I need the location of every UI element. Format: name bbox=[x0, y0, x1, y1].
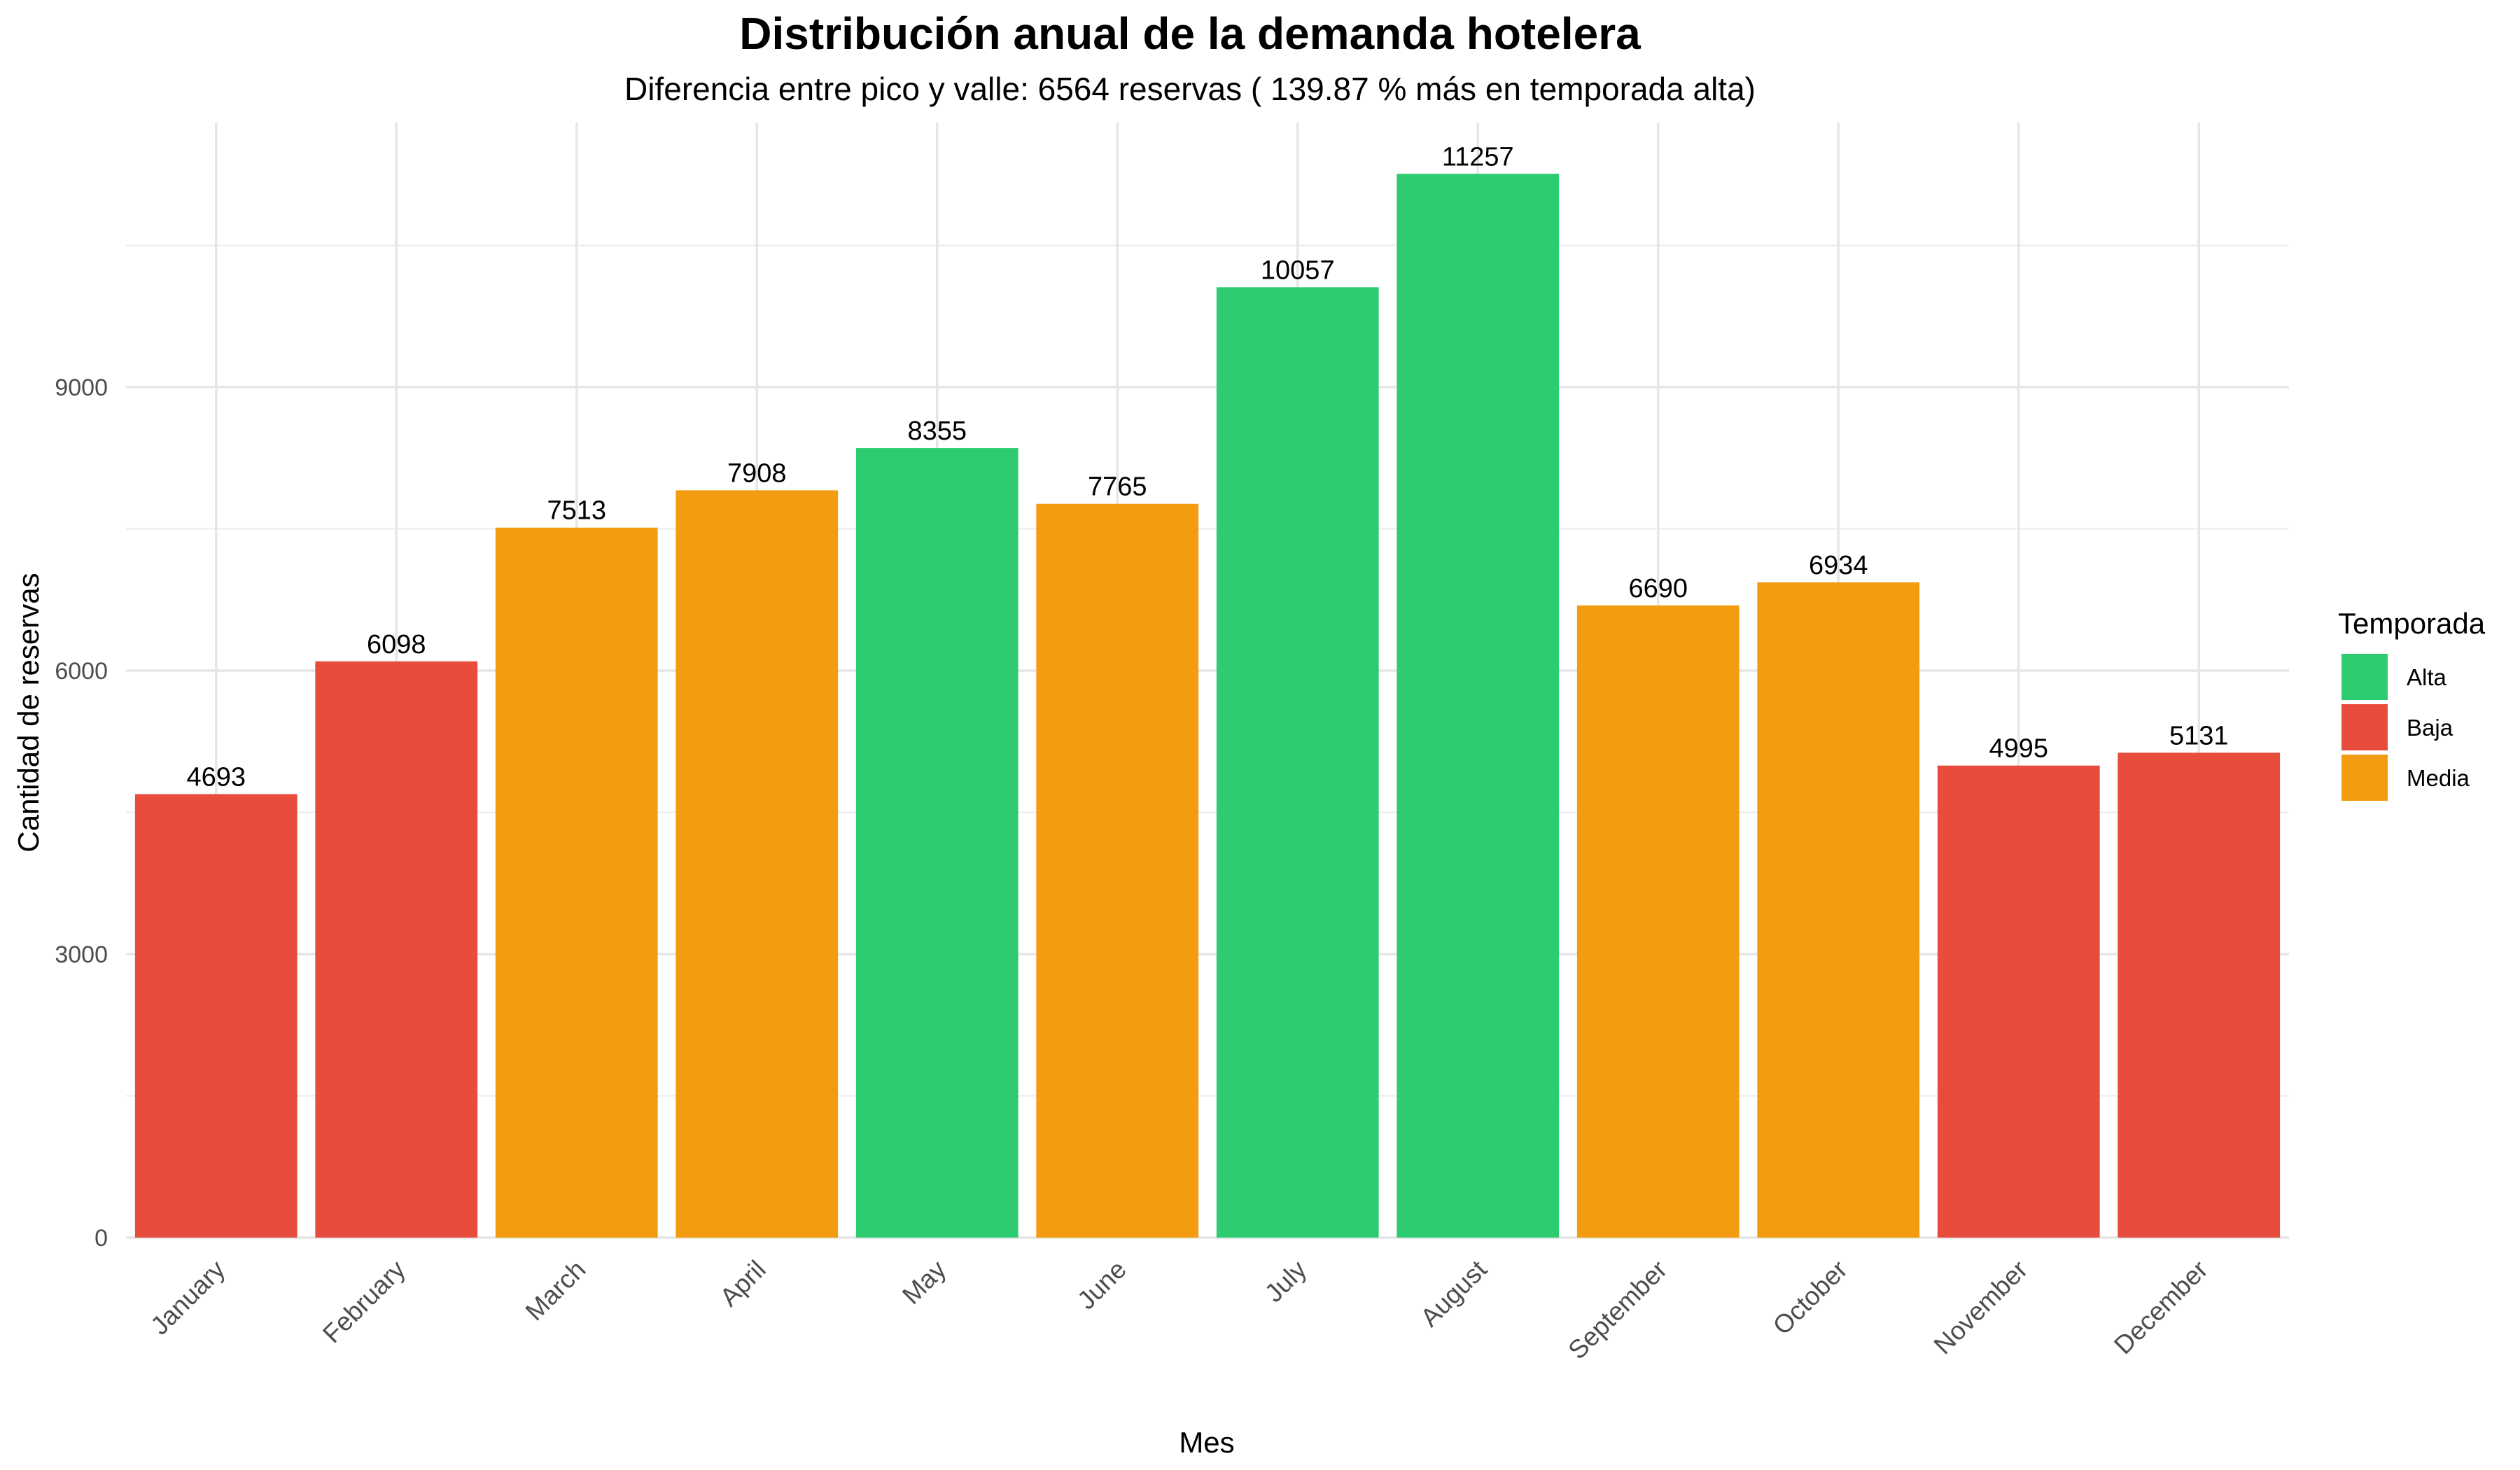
x-tick-label: April bbox=[715, 1255, 771, 1312]
legend-key-alta bbox=[2342, 654, 2388, 700]
bar-april bbox=[676, 490, 839, 1238]
legend: Temporada Alta Baja Media bbox=[2338, 607, 2486, 801]
x-tick-label: March bbox=[520, 1255, 592, 1326]
data-label: 11257 bbox=[1442, 142, 1514, 172]
bar-july bbox=[1216, 287, 1379, 1238]
x-tick-label: February bbox=[317, 1254, 411, 1348]
data-label: 8355 bbox=[907, 416, 967, 446]
bar-march bbox=[495, 527, 658, 1238]
bar-may bbox=[855, 448, 1018, 1238]
x-axis: January February March April May June July Augu… bbox=[145, 1254, 2213, 1364]
chart-subtitle: Diferencia entre pico y valle: 6564 rese… bbox=[624, 71, 1756, 107]
x-tick-label: October bbox=[1768, 1255, 1853, 1340]
bar-june bbox=[1036, 503, 1199, 1238]
bar-september bbox=[1576, 605, 1740, 1238]
y-axis-title: Cantidad de reservas bbox=[12, 573, 45, 852]
x-tick-label: July bbox=[1259, 1254, 1312, 1308]
legend-label: Alta bbox=[2407, 664, 2447, 690]
y-tick-label: 3000 bbox=[55, 941, 108, 968]
x-tick-label: August bbox=[1415, 1254, 1492, 1332]
y-tick-label: 9000 bbox=[55, 374, 108, 401]
x-tick-label: January bbox=[145, 1254, 230, 1340]
legend-label: Baja bbox=[2407, 715, 2454, 741]
chart-title: Distribución anual de la demanda hoteler… bbox=[739, 8, 1641, 59]
data-label: 4693 bbox=[186, 762, 246, 792]
x-tick-label: June bbox=[1072, 1255, 1132, 1315]
data-label: 5131 bbox=[2169, 721, 2229, 750]
bar-august bbox=[1396, 174, 1560, 1238]
bar-february bbox=[315, 661, 478, 1238]
data-label: 6934 bbox=[1809, 551, 1868, 580]
data-label: 7765 bbox=[1088, 472, 1147, 502]
data-labels: 4693 6098 7513 7908 8355 7765 10057 11257 6690 69… bbox=[186, 142, 2228, 792]
legend-title: Temporada bbox=[2338, 607, 2486, 640]
y-tick-label: 6000 bbox=[55, 658, 108, 685]
data-label: 6098 bbox=[367, 630, 426, 659]
y-axis: 0 3000 6000 9000 bbox=[55, 374, 108, 1252]
data-label: 4995 bbox=[1989, 734, 2048, 764]
x-tick-label: September bbox=[1562, 1255, 1672, 1365]
legend-label: Media bbox=[2407, 765, 2470, 791]
legend-key-baja bbox=[2342, 704, 2388, 750]
y-tick-label: 0 bbox=[94, 1225, 108, 1252]
x-tick-label: May bbox=[897, 1254, 952, 1310]
bar-december bbox=[2118, 752, 2281, 1238]
bar-november bbox=[1937, 765, 2100, 1238]
x-tick-label: November bbox=[1928, 1255, 2033, 1360]
data-label: 7513 bbox=[547, 496, 606, 526]
x-axis-title: Mes bbox=[1179, 1426, 1234, 1459]
bar-october bbox=[1757, 582, 1920, 1238]
x-tick-label: December bbox=[2108, 1255, 2213, 1360]
bars bbox=[134, 174, 2281, 1238]
data-label: 6690 bbox=[1628, 574, 1688, 603]
legend-key-media bbox=[2342, 755, 2388, 801]
bar-january bbox=[134, 794, 298, 1238]
data-label: 10057 bbox=[1261, 255, 1335, 285]
data-label: 7908 bbox=[727, 458, 787, 488]
